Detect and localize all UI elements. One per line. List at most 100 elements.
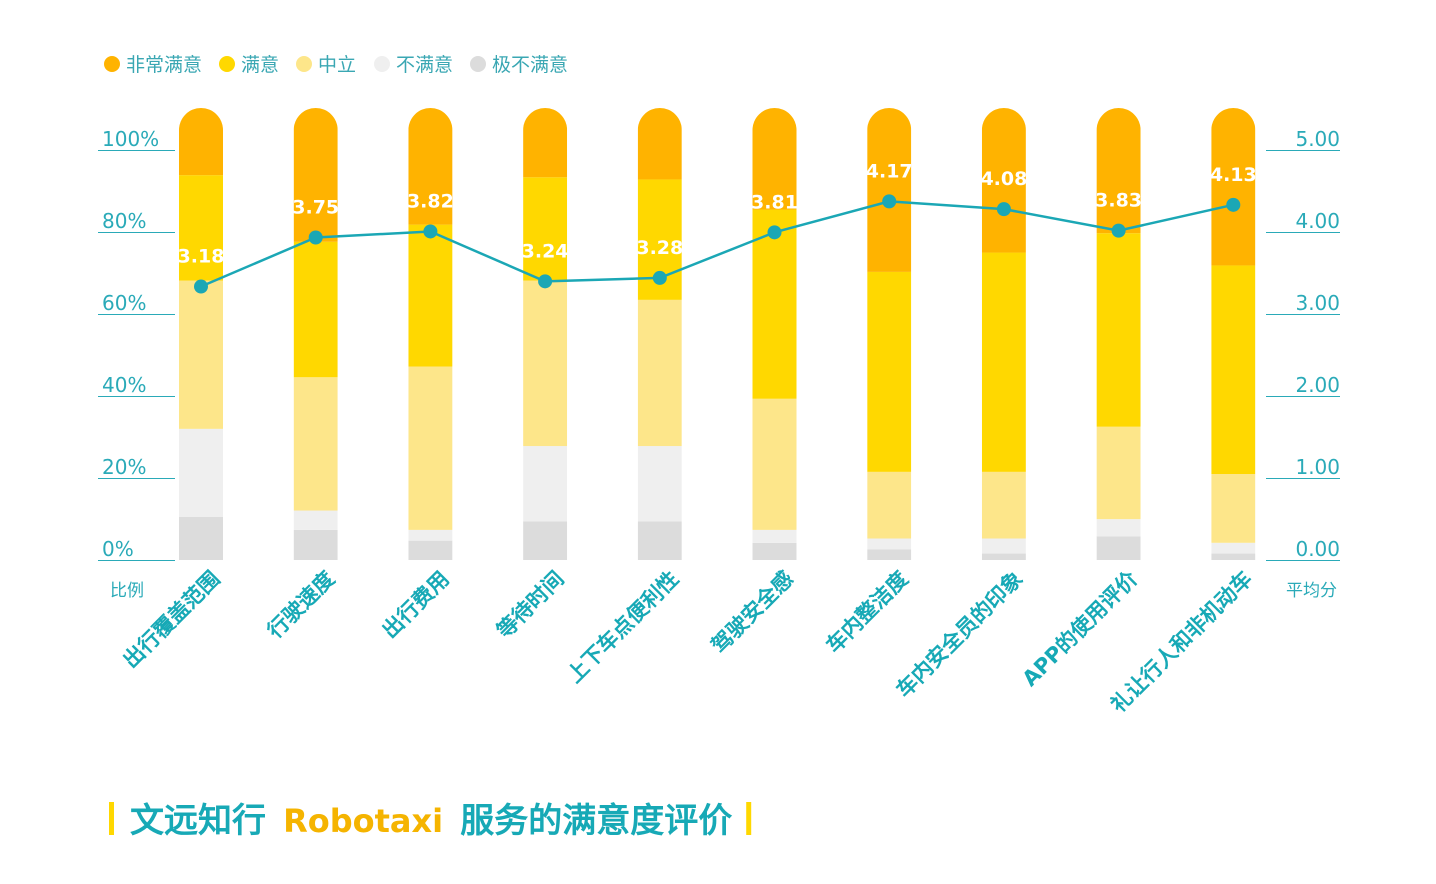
right-tick-label: 3.00 [1295,291,1340,315]
right-axis: 0.00 1.00 2.00 3.00 4.00 5.00 平均分 [1266,127,1340,601]
average-value-label: 4.17 [866,160,913,182]
average-point [423,224,438,239]
category-label: 行驶速度 [262,567,339,644]
bar-segment [752,209,797,399]
average-value-label: 3.18 [178,246,225,268]
bar-stack [1096,108,1141,560]
legend-swatch [219,56,235,72]
legend-label: 满意 [241,54,279,76]
legend-swatch [104,56,120,72]
average-value-label: 4.08 [980,168,1027,190]
stacked-bars [179,108,1256,560]
average-value-label: 3.81 [751,191,798,213]
left-tick-label: 20% [102,455,146,479]
right-tick-label: 0.00 [1295,537,1340,561]
bar-segment [179,428,223,517]
bar-segment [523,446,568,522]
bar-segment [637,446,682,522]
chart-legend: 非常满意 满意 中立 不满意 极不满意 [104,54,568,76]
category-label: 出行费用 [378,567,454,643]
bar-segment [523,521,568,560]
bar-segment [867,538,912,550]
bar-stack [293,108,338,560]
category-label: APP的使用评价 [1018,566,1143,691]
bar-stack [408,108,453,560]
legend-label: 中立 [318,54,356,76]
bar-segment [637,521,682,560]
title-part-2: Robotaxi [283,802,443,840]
bar-segment [523,280,568,447]
bar-segment [1211,265,1256,474]
left-tick-label: 0% [102,537,134,561]
title-bar-left [109,802,114,835]
bar-segment [179,280,223,429]
left-axis-title: 比例 [110,581,144,601]
title-part-3: 服务的满意度评价 [460,801,732,841]
average-value-label: 4.13 [1210,164,1257,186]
average-value-label: 3.75 [292,197,339,219]
bar-stack [637,108,682,560]
category-label: 上下车点便利性 [562,567,683,688]
legend-swatch [374,56,390,72]
bar-stack [981,108,1026,560]
category-label: 驾驶安全感 [707,567,798,658]
bar-segment [1211,108,1256,266]
chart-title: 文远知行 Robotaxi 服务的满意度评价 [109,801,752,841]
bar-segment [752,542,797,560]
bar-segment [1096,233,1141,427]
bar-segment [752,398,797,530]
bar-segment [1096,426,1141,520]
bar-stack [867,108,912,560]
bar-segment [1096,108,1141,234]
average-point [538,274,553,289]
right-tick-label: 4.00 [1295,209,1340,233]
bar-segment [523,108,568,178]
bar-segment [867,108,912,272]
legend-label: 不满意 [396,54,453,76]
category-label: 等待时间 [492,567,568,643]
right-tick-label: 1.00 [1295,455,1340,479]
legend-label: 非常满意 [126,54,202,76]
average-point [194,279,208,294]
bar-segment [1211,474,1256,543]
bar-segment [637,299,682,447]
bar-segment [1211,542,1256,554]
bar-segment [752,529,797,543]
bar-segment [408,366,453,530]
bar-segment [867,471,912,539]
bar-segment [1096,519,1141,537]
bar-segment [293,510,338,530]
bar-segment [1096,536,1141,560]
bar-segment [408,108,453,225]
bar-segment [179,108,223,176]
title-part-1: 文远知行 [130,801,266,841]
left-axis: 0% 20% 40% 60% 80% 100% 比例 [98,127,175,601]
average-point [308,230,323,245]
left-tick-label: 80% [102,209,146,233]
average-value-label: 3.28 [636,237,683,259]
bar-segment [179,517,223,560]
bar-segment [293,377,338,511]
title-text: 文远知行 Robotaxi 服务的满意度评价 [130,801,732,841]
bar-segment [293,241,338,378]
bar-segment [867,549,912,560]
left-tick-label: 40% [102,373,146,397]
bar-stack [752,108,797,560]
legend-swatch [296,56,312,72]
average-line-path [200,200,1234,288]
title-bar-right [746,802,752,835]
legend-label: 极不满意 [492,54,568,76]
bar-segment [408,540,453,560]
bar-stack [523,108,568,560]
category-label: 车内整洁度 [822,567,913,658]
bar-segment [1211,553,1256,560]
average-point [1111,223,1126,238]
right-tick-label: 2.00 [1295,373,1340,397]
bar-segment [981,252,1026,472]
bar-segment [752,108,797,210]
average-score-line: 3.18 3.75 3.82 3.24 3.28 3.81 4.17 4.08 3.83 4.13 [178,160,1257,294]
category-label: 车内安全员的印象 [892,567,1028,703]
left-tick-label: 100% [102,127,159,151]
